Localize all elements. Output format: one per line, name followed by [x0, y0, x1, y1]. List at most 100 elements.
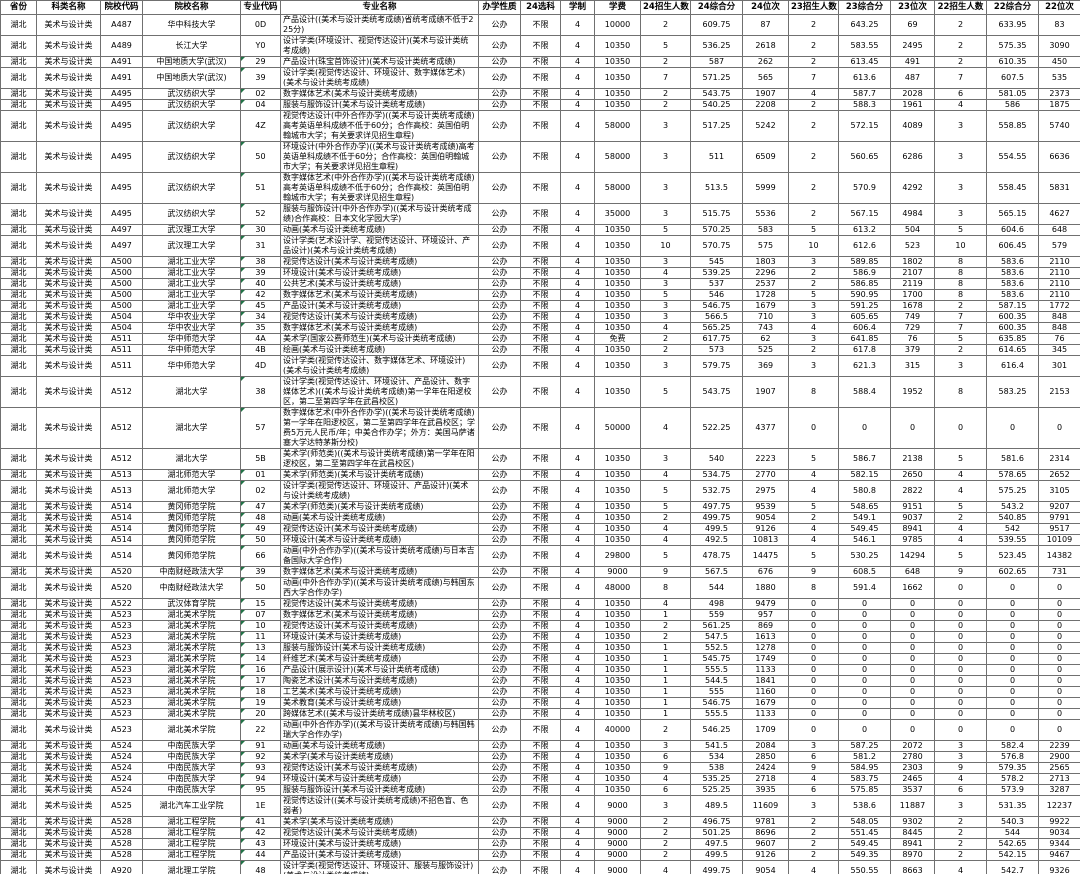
table-cell[interactable]: 不限 — [520, 609, 561, 621]
table-cell[interactable]: 公办 — [478, 480, 521, 502]
table-cell[interactable]: 566.5 — [690, 311, 743, 323]
table-cell[interactable]: 450 — [1038, 56, 1080, 68]
table-cell[interactable]: 9000 — [594, 566, 641, 578]
table-cell[interactable]: 9517 — [1038, 523, 1080, 535]
table-cell[interactable]: 588.4 — [838, 376, 891, 408]
table-cell[interactable]: 5 — [640, 289, 691, 301]
table-cell[interactable]: 华中师范大学 — [142, 355, 241, 377]
table-cell[interactable]: 0 — [890, 407, 935, 449]
table-cell[interactable]: 湖北美术学院 — [142, 686, 241, 698]
table-cell[interactable]: 4 — [560, 566, 595, 578]
table-cell[interactable]: 美术与设计类 — [36, 719, 101, 741]
table-cell[interactable]: 4 — [560, 344, 595, 356]
column-header[interactable]: 22位次 — [1038, 0, 1080, 15]
table-cell[interactable]: 4 — [560, 407, 595, 449]
table-cell[interactable]: 湖北 — [0, 795, 37, 817]
table-cell[interactable]: 749 — [890, 311, 935, 323]
table-cell[interactable]: 不限 — [520, 598, 561, 610]
table-cell[interactable]: 0 — [890, 708, 935, 720]
table-cell[interactable]: 美术与设计类 — [36, 141, 101, 173]
table-cell[interactable]: 不限 — [520, 860, 561, 874]
table-cell[interactable]: 4 — [560, 719, 595, 741]
table-cell[interactable]: 2110 — [1038, 289, 1080, 301]
table-cell[interactable]: 美术与设计类 — [36, 267, 101, 279]
table-cell[interactable]: 541.5 — [690, 740, 743, 752]
table-cell[interactable]: 586 — [986, 99, 1039, 111]
table-cell[interactable]: A520 — [100, 566, 143, 578]
table-cell[interactable]: 不限 — [520, 675, 561, 687]
table-cell[interactable]: 2 — [640, 838, 691, 850]
table-cell[interactable]: 1961 — [890, 99, 935, 111]
table-cell[interactable]: 608.5 — [838, 566, 891, 578]
table-cell[interactable]: 公办 — [478, 376, 521, 408]
table-cell[interactable]: 1 — [640, 609, 691, 621]
table-cell[interactable]: 0 — [1038, 708, 1080, 720]
column-header[interactable]: 学费 — [594, 0, 641, 15]
table-cell[interactable]: 黄冈师范学院 — [142, 501, 241, 513]
table-cell[interactable]: 10350 — [594, 480, 641, 502]
table-cell[interactable]: 1728 — [742, 289, 789, 301]
table-cell[interactable]: 不限 — [520, 523, 561, 535]
table-cell[interactable]: 美术与设计类 — [36, 860, 101, 874]
table-cell[interactable]: 4 — [788, 860, 839, 874]
table-cell[interactable]: 0 — [934, 697, 987, 709]
table-cell[interactable]: 91 — [240, 740, 281, 752]
table-cell[interactable]: 582.4 — [986, 740, 1039, 752]
table-cell[interactable]: 湖北美术学院 — [142, 642, 241, 654]
table-cell[interactable]: 4 — [560, 664, 595, 676]
table-cell[interactable]: 1160 — [742, 686, 789, 698]
table-cell[interactable]: 549.1 — [838, 512, 891, 524]
table-cell[interactable]: 武汉纺织大学 — [142, 203, 241, 225]
table-cell[interactable]: 湖北 — [0, 762, 37, 774]
table-cell[interactable]: 10350 — [594, 469, 641, 481]
table-cell[interactable]: 黄冈师范学院 — [142, 512, 241, 524]
table-cell[interactable]: 5999 — [742, 172, 789, 204]
table-cell[interactable]: 5 — [788, 448, 839, 470]
table-cell[interactable]: 2780 — [890, 751, 935, 763]
table-cell[interactable]: 8 — [640, 577, 691, 599]
table-cell[interactable]: 0 — [838, 708, 891, 720]
table-cell[interactable]: 不限 — [520, 795, 561, 817]
table-cell[interactable]: 公办 — [478, 224, 521, 236]
table-cell[interactable]: 湖北 — [0, 376, 37, 408]
table-cell[interactable]: 湖北美术学院 — [142, 631, 241, 643]
table-cell[interactable]: 不限 — [520, 235, 561, 257]
table-cell[interactable]: 1133 — [742, 664, 789, 676]
table-cell[interactable]: 583.6 — [986, 267, 1039, 279]
table-cell[interactable]: 22 — [240, 719, 281, 741]
table-cell[interactable]: 不限 — [520, 88, 561, 100]
table-cell[interactable]: 湖北 — [0, 631, 37, 643]
table-cell[interactable]: 540.3 — [986, 816, 1039, 828]
table-cell[interactable]: 558.85 — [986, 110, 1039, 142]
table-cell[interactable]: 湖北美术学院 — [142, 675, 241, 687]
table-cell[interactable]: 9000 — [594, 795, 641, 817]
table-cell[interactable]: 10350 — [594, 523, 641, 535]
table-cell[interactable]: 公办 — [478, 642, 521, 654]
table-cell[interactable]: 12237 — [1038, 795, 1080, 817]
table-cell[interactable]: 3 — [788, 300, 839, 312]
table-cell[interactable]: 湖北师范大学 — [142, 480, 241, 502]
table-cell[interactable]: 0 — [788, 653, 839, 665]
table-cell[interactable]: 1 — [640, 708, 691, 720]
table-cell[interactable]: 公办 — [478, 784, 521, 796]
table-cell[interactable]: 586.7 — [838, 448, 891, 470]
table-cell[interactable]: 1880 — [742, 577, 789, 599]
table-cell[interactable]: 10350 — [594, 278, 641, 290]
table-cell[interactable]: 587.7 — [838, 88, 891, 100]
table-cell[interactable]: A523 — [100, 697, 143, 709]
table-cell[interactable]: 07 — [240, 609, 281, 621]
table-cell[interactable]: 545 — [690, 256, 743, 268]
table-cell[interactable]: 公办 — [478, 838, 521, 850]
table-cell[interactable]: 武汉纺织大学 — [142, 110, 241, 142]
table-cell[interactable]: 2465 — [890, 773, 935, 785]
table-cell[interactable]: 0 — [838, 697, 891, 709]
table-cell[interactable]: 3 — [934, 355, 987, 377]
table-cell[interactable]: 44 — [240, 849, 281, 861]
table-cell[interactable]: 0 — [986, 653, 1039, 665]
table-cell[interactable]: 不限 — [520, 311, 561, 323]
table-cell[interactable]: 9054 — [742, 860, 789, 874]
table-cell[interactable]: 4 — [560, 860, 595, 874]
table-cell[interactable]: 4 — [560, 751, 595, 763]
table-cell[interactable]: 4 — [560, 224, 595, 236]
table-cell[interactable]: 491 — [890, 56, 935, 68]
